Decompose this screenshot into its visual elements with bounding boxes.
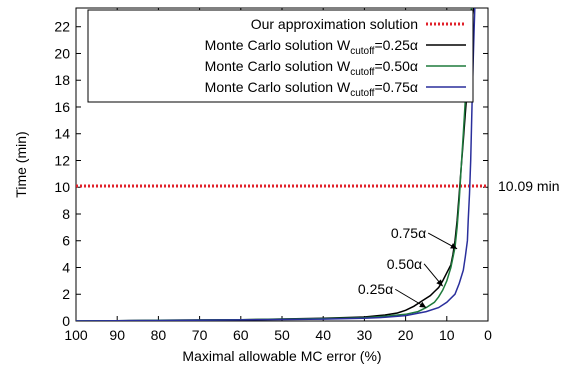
x-tick-label: 90 [109,327,125,343]
x-tick-label: 30 [357,327,373,343]
y-tick-label: 10 [54,179,70,195]
legend-entry-label: Monte Carlo solution Wcutoff=0.75α [205,79,418,99]
x-tick-label: 60 [233,327,249,343]
legend-entry-label: Monte Carlo solution Wcutoff=0.50α [205,58,418,78]
legend-box [87,9,474,103]
axes: 100 90 80 70 60 50 40 30 20 10 0024681012141618202… [13,7,492,364]
y-tick-label: 16 [54,99,70,115]
y-tick-label: 2 [62,286,70,302]
y-tick-label: 6 [62,233,70,249]
x-tick-label: 50 [274,327,290,343]
annotation-label: 0.75α [391,225,426,241]
y-tick-label: 20 [54,45,70,61]
annotation-arrowhead [450,243,458,249]
legend-entry-label: Monte Carlo solution Wcutoff=0.25α [205,37,418,57]
y-axis-title: Time (min) [13,131,29,197]
x-tick-label: 40 [315,327,331,343]
series-line-3 [76,8,476,321]
y-tick-label: 14 [54,126,70,142]
legend-entry-label: Our approximation solution [251,16,418,32]
x-axis-title: Maximal allowable MC error (%) [182,348,381,364]
annotation-label: 0.50α [387,256,422,272]
annotation-arrowhead [436,279,443,287]
x-tick-label: 80 [151,327,167,343]
x-tick-label: 20 [398,327,414,343]
y-tick-label: 4 [62,259,70,275]
y-tick-label: 22 [54,19,70,35]
x-tick-label: 0 [484,327,492,343]
y-tick-label: 12 [54,152,70,168]
x-tick-label: 70 [192,327,208,343]
annotation-arrowhead [419,301,427,308]
y-tick-label: 8 [62,206,70,222]
annotation-label: 10.09 min [498,178,559,194]
annotations: 10.09 min 0.75α 0.50α 0.25α [358,178,559,309]
y-tick-label: 18 [54,72,70,88]
x-tick-label: 10 [439,327,455,343]
legend: Our approximation solution Monte Carlo so… [87,9,474,103]
annotation-label: 0.25α [358,281,393,297]
x-tick-label: 100 [64,327,88,343]
y-tick-label: 0 [62,313,70,329]
